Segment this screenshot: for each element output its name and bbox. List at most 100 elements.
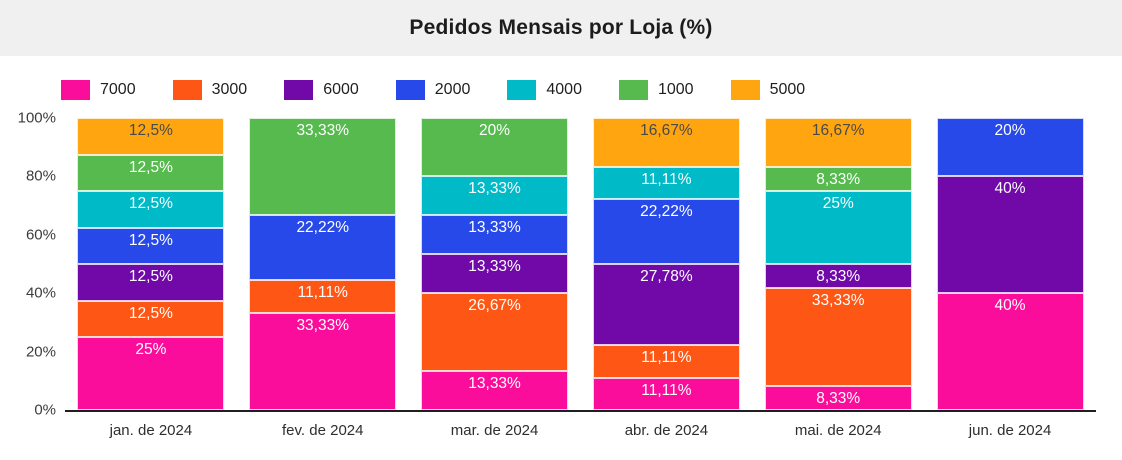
bar-segment-2000[interactable]: 12,5% bbox=[77, 227, 225, 264]
chart-title: Pedidos Mensais por Loja (%) bbox=[409, 16, 713, 39]
segment-value-label: 20% bbox=[994, 122, 1026, 140]
y-axis-tick-label: 100% bbox=[17, 109, 56, 127]
legend-swatch bbox=[730, 80, 760, 100]
segment-value-label: 13,33% bbox=[468, 219, 521, 237]
bar-segment-7000[interactable]: 40% bbox=[936, 293, 1084, 410]
bar-segment-3000[interactable]: 33,33% bbox=[764, 288, 912, 386]
bar-segment-1000[interactable]: 8,33% bbox=[764, 166, 912, 192]
segment-value-label: 12,5% bbox=[128, 158, 173, 176]
legend-item-label: 5000 bbox=[769, 81, 806, 98]
bar-segment-7000[interactable]: 13,33% bbox=[421, 371, 569, 410]
legend-item-7000[interactable]: 7000 bbox=[61, 80, 136, 100]
bar-segment-2000[interactable]: 22,22% bbox=[249, 215, 397, 281]
x-axis-label: fev. de 2024 bbox=[282, 422, 364, 439]
y-axis-tick-label: 0% bbox=[34, 401, 56, 419]
segment-value-label: 16,67% bbox=[640, 122, 693, 140]
bar-slot: 25% 12,5% 12,5% 12,5% 12,5% 12,5% 12,5% bbox=[65, 118, 237, 410]
legend-item-4000[interactable]: 4000 bbox=[507, 80, 582, 100]
legend-swatch bbox=[507, 80, 537, 100]
bars-container: 25% 12,5% 12,5% 12,5% 12,5% 12,5% 12,5% 33,33% 1… bbox=[65, 118, 1096, 412]
segment-value-label: 13,33% bbox=[468, 258, 521, 276]
stacked-bar: 11,11% 11,11% 27,78% 22,22% 11,11% 16,67% bbox=[592, 118, 740, 410]
bar-segment-4000[interactable]: 13,33% bbox=[421, 176, 569, 216]
segment-value-label: 12,5% bbox=[128, 195, 173, 212]
segment-value-label: 27,78% bbox=[640, 268, 693, 286]
legend-item-6000[interactable]: 6000 bbox=[284, 80, 359, 100]
legend-item-2000[interactable]: 2000 bbox=[395, 80, 470, 100]
bar-segment-6000[interactable]: 40% bbox=[936, 176, 1084, 294]
legend-item-3000[interactable]: 3000 bbox=[172, 80, 248, 100]
y-axis: 0% 20% 40% 60% 80% 100% bbox=[0, 110, 56, 419]
legend-item-label: 6000 bbox=[323, 81, 359, 98]
segment-value-label: 11,11% bbox=[297, 284, 348, 302]
bar-segment-4000[interactable]: 11,11% bbox=[592, 166, 740, 200]
bar-segment-1000[interactable]: 12,5% bbox=[77, 154, 225, 191]
bar-segment-6000[interactable]: 8,33% bbox=[764, 264, 912, 289]
bar-segment-5000[interactable]: 12,5% bbox=[77, 118, 225, 155]
bar-segment-3000[interactable]: 26,67% bbox=[421, 293, 569, 372]
legend-item-label: 4000 bbox=[546, 81, 582, 98]
x-axis-label: abr. de 2024 bbox=[624, 422, 709, 439]
x-axis-label: jan. de 2024 bbox=[109, 422, 193, 439]
bar-segment-6000[interactable]: 27,78% bbox=[592, 264, 740, 346]
segment-value-label: 16,67% bbox=[811, 122, 865, 140]
segment-value-label: 33,33% bbox=[811, 292, 865, 310]
chart-header: Pedidos Mensais por Loja (%) bbox=[0, 0, 1122, 56]
segment-value-label: 40% bbox=[994, 297, 1026, 315]
bar-segment-6000[interactable]: 13,33% bbox=[421, 254, 569, 294]
legend-swatch bbox=[395, 80, 425, 100]
stacked-bar: 13,33% 26,67% 13,33% 13,33% 13,33% 20% bbox=[421, 118, 569, 410]
bar-segment-7000[interactable]: 11,11% bbox=[592, 377, 740, 410]
stacked-bar: 8,33% 33,33% 8,33% 25% 8,33% 16,67% bbox=[764, 118, 912, 410]
legend-item-label: 1000 bbox=[657, 81, 694, 98]
bar-slot: 33,33% 11,11% 22,22% 33,33% bbox=[237, 118, 409, 410]
bar-segment-7000[interactable]: 8,33% bbox=[764, 385, 912, 410]
legend-item-label: 3000 bbox=[211, 81, 248, 98]
stacked-bar: 40% 40% 20% bbox=[936, 118, 1084, 410]
legend-item-1000[interactable]: 1000 bbox=[618, 80, 694, 100]
bar-segment-1000[interactable]: 20% bbox=[421, 118, 569, 177]
segment-value-label: 11,11% bbox=[641, 381, 692, 399]
bar-segment-3000[interactable]: 11,11% bbox=[249, 280, 397, 313]
bar-segment-4000[interactable]: 12,5% bbox=[77, 191, 225, 228]
stacked-bar: 33,33% 11,11% 22,22% 33,33% bbox=[249, 118, 397, 410]
segment-value-label: 12,5% bbox=[128, 304, 173, 322]
segment-value-label: 8,33% bbox=[816, 268, 861, 286]
bar-slot: 11,11% 11,11% 27,78% 22,22% 11,11% 16,67% bbox=[580, 118, 752, 410]
legend-item-5000[interactable]: 5000 bbox=[730, 80, 806, 100]
y-axis-tick-label: 40% bbox=[25, 284, 56, 302]
bar-segment-2000[interactable]: 20% bbox=[936, 118, 1084, 177]
legend: 7000 3000 6000 2000 4000 1000 5000 bbox=[61, 80, 805, 100]
bar-segment-3000[interactable]: 11,11% bbox=[592, 345, 740, 378]
bar-segment-3000[interactable]: 12,5% bbox=[77, 300, 225, 337]
bar-segment-2000[interactable]: 13,33% bbox=[421, 215, 569, 255]
bar-segment-5000[interactable]: 16,67% bbox=[592, 118, 740, 167]
bar-segment-7000[interactable]: 25% bbox=[77, 337, 225, 410]
segment-value-label: 33,33% bbox=[296, 122, 350, 140]
segment-value-label: 12,5% bbox=[128, 122, 173, 139]
legend-swatch bbox=[618, 80, 648, 100]
x-axis-label: mar. de 2024 bbox=[450, 422, 539, 439]
segment-value-label: 11,11% bbox=[641, 349, 692, 367]
y-axis-tick-label: 80% bbox=[25, 167, 56, 185]
segment-value-label: 40% bbox=[994, 180, 1026, 198]
bar-segment-5000[interactable]: 16,67% bbox=[764, 118, 912, 167]
segment-value-label: 22,22% bbox=[640, 203, 693, 221]
y-axis-tick-label: 20% bbox=[25, 343, 56, 361]
segment-value-label: 8,33% bbox=[816, 389, 861, 407]
segment-value-label: 20% bbox=[479, 122, 511, 140]
segment-value-label: 26,67% bbox=[468, 297, 521, 315]
bar-segment-4000[interactable]: 25% bbox=[764, 191, 912, 265]
x-axis: jan. de 2024 fev. de 2024 mar. de 2024 abr.… bbox=[65, 422, 1096, 439]
x-axis-label: mai. de 2024 bbox=[794, 422, 882, 439]
bar-segment-7000[interactable]: 33,33% bbox=[249, 312, 397, 410]
bar-segment-2000[interactable]: 22,22% bbox=[592, 199, 740, 265]
bar-segment-6000[interactable]: 12,5% bbox=[77, 264, 225, 301]
y-axis-tick-label: 60% bbox=[25, 226, 56, 244]
legend-item-label: 7000 bbox=[100, 81, 136, 98]
legend-swatch bbox=[61, 80, 90, 100]
segment-value-label: 11,11% bbox=[641, 170, 692, 188]
segment-value-label: 33,33% bbox=[296, 316, 350, 334]
segment-value-label: 13,33% bbox=[468, 375, 521, 393]
bar-segment-1000[interactable]: 33,33% bbox=[249, 118, 397, 216]
